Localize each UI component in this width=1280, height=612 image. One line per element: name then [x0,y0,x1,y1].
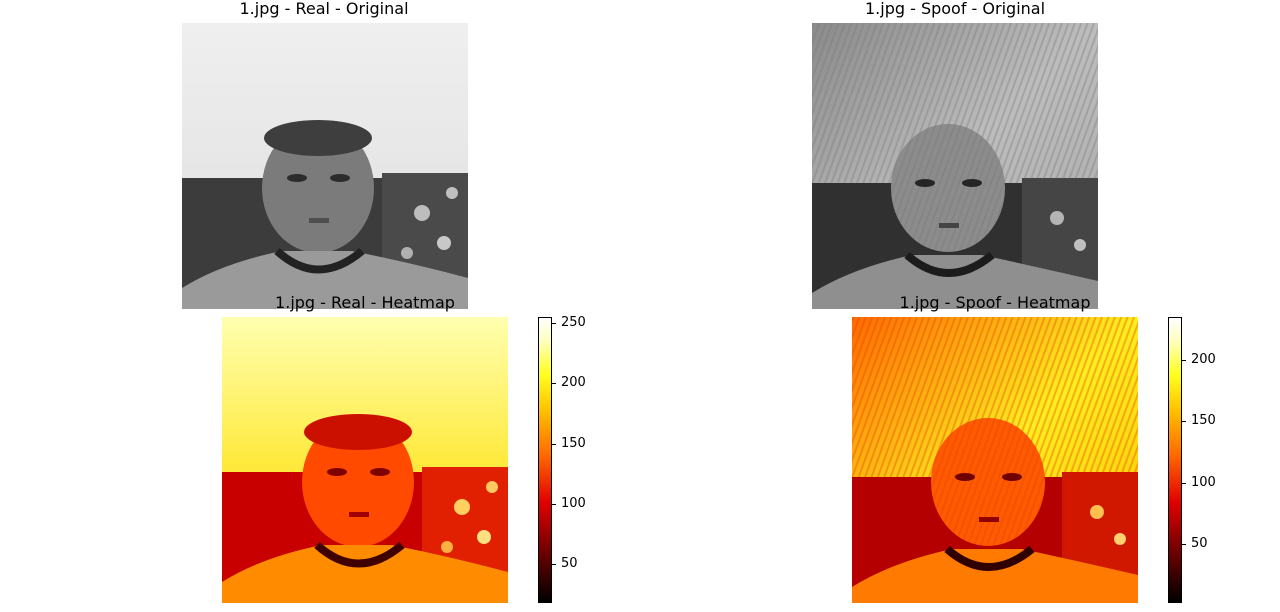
colorbar-real-tick [552,383,556,384]
colorbar-real-tick-label: 200 [561,375,586,390]
colorbar-spoof-tick [1182,421,1186,422]
heatmap-real [222,317,508,603]
image-real-original [182,23,468,309]
panel-title-spoof-original: 1.jpg - Spoof - Original [864,0,1046,18]
panel-title-real-heatmap: 1.jpg - Real - Heatmap [275,293,455,312]
colorbar-spoof-tick-label: 200 [1191,352,1216,367]
colorbar-real [538,317,552,603]
colorbar-spoof-tick [1182,483,1186,484]
colorbar-spoof-tick [1182,544,1186,545]
colorbar-real-tick [552,564,556,565]
colorbar-real-tick-label: 50 [561,556,578,571]
colorbar-spoof [1168,317,1182,603]
colorbar-real-tick-label: 150 [561,436,586,451]
colorbar-spoof-tick-label: 100 [1191,475,1216,490]
colorbar-real-tick [552,444,556,445]
colorbar-real-tick-label: 250 [561,315,586,330]
panel-title-real-original: 1.jpg - Real - Original [239,0,409,18]
image-spoof-original [812,23,1098,309]
colorbar-spoof-tick-label: 50 [1191,536,1208,551]
colorbar-spoof-tick-label: 150 [1191,413,1216,428]
colorbar-real-tick-label: 100 [561,496,586,511]
colorbar-real-tick [552,504,556,505]
panel-title-spoof-heatmap: 1.jpg - Spoof - Heatmap [899,293,1091,312]
colorbar-real-tick [552,323,556,324]
colorbar-spoof-tick [1182,360,1186,361]
heatmap-spoof [852,317,1138,603]
